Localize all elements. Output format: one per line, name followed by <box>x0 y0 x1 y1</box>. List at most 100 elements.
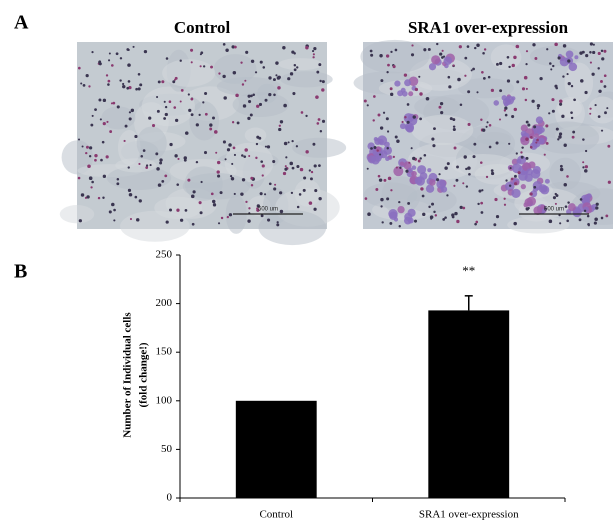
cell <box>570 84 574 88</box>
cell <box>183 156 187 160</box>
cell <box>192 190 196 194</box>
cell <box>584 169 588 173</box>
cell <box>385 117 389 121</box>
cell <box>241 178 246 182</box>
scale-bar-label: 500 um <box>258 207 278 213</box>
cell <box>88 176 93 181</box>
cell <box>305 150 309 154</box>
cell <box>485 175 489 179</box>
cell <box>524 98 528 102</box>
cell-cluster <box>528 161 536 169</box>
cell <box>218 72 221 75</box>
cell <box>108 210 112 214</box>
cell <box>600 216 604 220</box>
texture <box>360 39 430 74</box>
cell <box>582 138 585 141</box>
cell <box>298 193 302 196</box>
texture <box>162 59 216 87</box>
cell <box>110 64 114 67</box>
cell <box>465 167 468 171</box>
cell <box>283 103 287 108</box>
cell <box>169 142 173 147</box>
cell <box>163 117 167 120</box>
cell <box>373 145 377 150</box>
cell <box>228 213 233 217</box>
cell <box>107 79 111 83</box>
cell <box>578 218 582 222</box>
cell <box>392 155 395 158</box>
cell <box>390 50 393 54</box>
cell <box>586 214 590 218</box>
cell <box>392 65 396 69</box>
cell <box>520 151 523 154</box>
cell <box>495 141 499 145</box>
cell <box>217 174 221 178</box>
cell <box>380 205 383 208</box>
cell <box>318 63 322 67</box>
cell <box>370 53 374 57</box>
texture <box>278 58 323 71</box>
cell <box>503 203 507 206</box>
cell <box>303 176 307 180</box>
cell <box>453 146 457 150</box>
texture <box>136 126 167 161</box>
cell <box>582 166 585 169</box>
cell <box>245 200 248 204</box>
cell <box>233 45 237 49</box>
cell <box>423 153 427 157</box>
image-title: SRA1 over-expression <box>408 18 569 37</box>
cell <box>549 62 552 65</box>
cell <box>308 201 313 205</box>
cell <box>377 113 381 117</box>
cell <box>137 72 141 76</box>
cell <box>488 145 492 149</box>
cell-cluster <box>397 205 405 214</box>
cell <box>180 89 184 92</box>
cell <box>250 94 253 98</box>
cell <box>112 101 116 105</box>
cell <box>268 76 272 80</box>
cell <box>396 139 400 143</box>
cell <box>110 102 113 105</box>
cell <box>272 78 276 82</box>
cell <box>222 74 226 79</box>
cell <box>88 85 91 88</box>
cell <box>199 53 202 56</box>
cell <box>554 192 557 196</box>
cell <box>191 222 195 226</box>
cell <box>256 135 260 139</box>
cell <box>423 48 427 52</box>
cell <box>316 70 320 74</box>
y-tick-label: 200 <box>156 297 173 309</box>
cell-cluster <box>493 100 500 106</box>
cell-cluster <box>533 206 543 215</box>
micrograph: 500 um <box>353 39 613 234</box>
cell <box>179 59 182 62</box>
cell <box>558 135 562 139</box>
cell <box>563 183 568 187</box>
cell <box>254 71 258 74</box>
cell <box>282 171 287 176</box>
cell <box>514 174 517 178</box>
cell <box>496 62 499 66</box>
cell <box>302 188 306 192</box>
cell <box>195 160 199 164</box>
cell-cluster <box>580 194 590 204</box>
texture <box>534 121 600 154</box>
cell <box>418 75 421 78</box>
cell-cluster <box>523 202 529 208</box>
cell <box>313 207 317 211</box>
cell <box>285 156 288 159</box>
cell <box>529 192 533 196</box>
cell <box>176 208 180 212</box>
cell <box>82 83 86 87</box>
cell <box>161 80 165 84</box>
cell <box>204 151 208 155</box>
cell <box>463 155 467 159</box>
cell <box>202 65 206 68</box>
cell <box>475 220 479 224</box>
cell <box>488 123 492 127</box>
cell <box>268 93 272 97</box>
cell <box>148 116 152 120</box>
cell <box>204 112 208 116</box>
